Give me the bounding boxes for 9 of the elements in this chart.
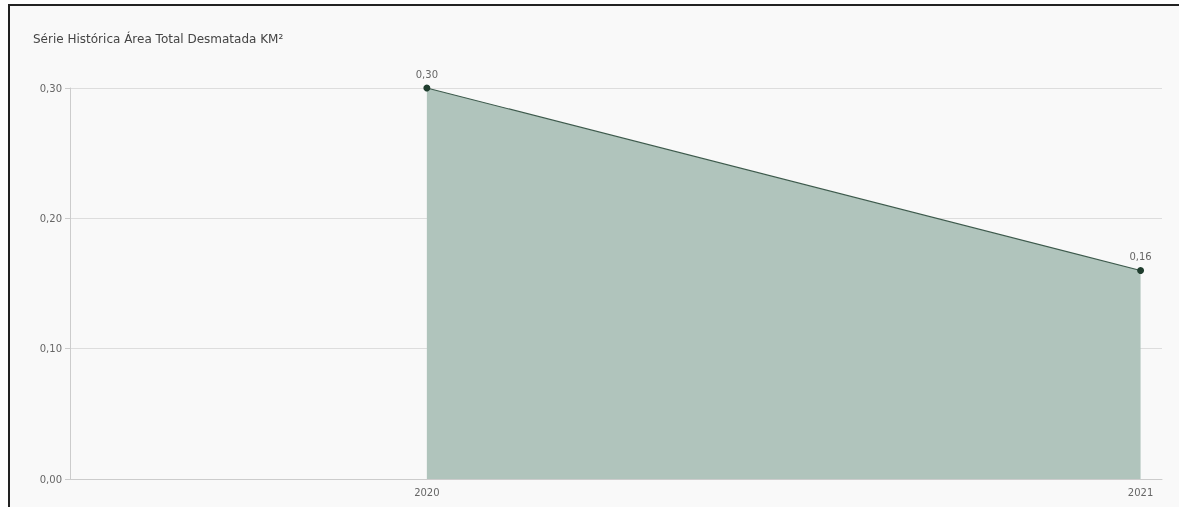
data-label: 0,16 — [1129, 251, 1152, 263]
x-tick-label: 2021 — [1127, 486, 1154, 498]
y-tick-label: 0,30 — [39, 82, 62, 94]
y-tick-label: 0,20 — [39, 212, 62, 224]
chart-title: Série Histórica Área Total Desmatada KM² — [33, 31, 284, 46]
y-tick-label: 0,00 — [39, 473, 62, 485]
data-label: 0,30 — [415, 69, 438, 80]
x-tick-label: 2020 — [414, 486, 440, 498]
y-tick-label: 0,10 — [39, 343, 62, 355]
